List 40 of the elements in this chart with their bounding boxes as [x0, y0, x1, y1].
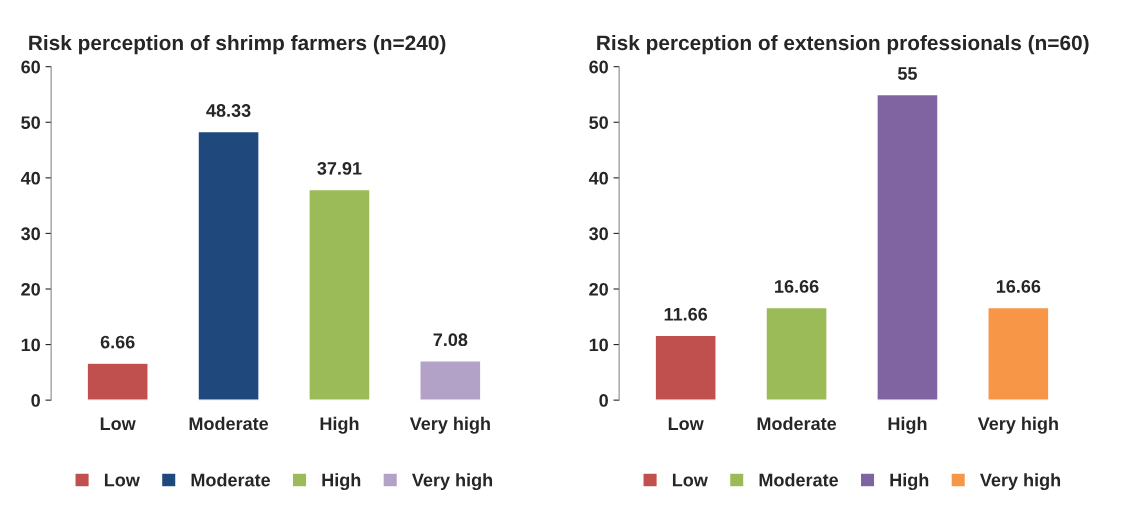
data-label: 37.91: [317, 161, 362, 175]
chart-title: Risk perception of extension professionals (n=60): [597, 34, 1089, 55]
x-tick-label: High: [320, 416, 359, 434]
data-label: 6.66: [100, 335, 135, 349]
legend-label: Moderate: [191, 473, 271, 487]
y-tick-label: 60: [21, 60, 40, 74]
x-tick-label: Low: [668, 417, 704, 431]
y-tick-label: 20: [589, 282, 608, 296]
y-tick-label: 0: [31, 394, 40, 407]
data-label: 7.08: [433, 333, 468, 347]
y-tick-label: 40: [588, 171, 608, 185]
legend-label: Moderate: [759, 473, 839, 487]
y-tick-label: 60: [589, 60, 608, 74]
data-label: 16.66: [996, 280, 1041, 293]
y-tick-label: 30: [589, 227, 608, 241]
y-tick-label: 50: [21, 116, 40, 129]
legend-label: Low: [672, 473, 708, 487]
y-tick-label: 0: [599, 394, 608, 407]
x-tick-label: Low: [100, 417, 136, 431]
data-label: 55: [897, 67, 917, 80]
x-tick-label: Very high: [977, 416, 1058, 434]
y-tick-label: 30: [21, 227, 40, 241]
data-label: 16.66: [775, 280, 819, 293]
y-tick-label: 10: [21, 338, 40, 352]
y-tick-label: 20: [21, 282, 40, 296]
x-tick-label: High: [888, 416, 927, 434]
legend-label: Low: [104, 473, 140, 487]
chart-title: Risk perception of shrimp farmers (n=240): [29, 34, 446, 55]
y-tick-label: 50: [589, 116, 608, 129]
y-tick-label: 40: [20, 171, 40, 185]
x-tick-label: Very high: [409, 416, 490, 434]
x-tick-label: Moderate: [189, 416, 269, 431]
x-tick-label: Moderate: [757, 416, 837, 431]
legend-label: High: [890, 473, 929, 491]
legend-label: High: [322, 473, 361, 491]
data-label: 48.33: [206, 104, 251, 117]
legend-label: Very high: [980, 473, 1061, 491]
y-tick-label: 10: [589, 338, 608, 352]
data-label: 11.66: [664, 307, 708, 321]
legend-label: Very high: [412, 473, 493, 491]
